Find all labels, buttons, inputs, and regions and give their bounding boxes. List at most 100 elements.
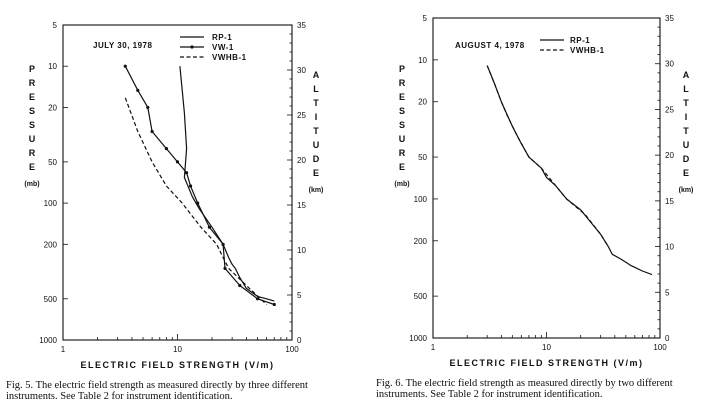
y-left-tick-label: 20 <box>418 98 427 107</box>
y-right-tick-label: 35 <box>665 14 674 23</box>
y-left-label-letter: S <box>29 120 35 130</box>
plot-frame <box>62 24 293 341</box>
y-right-label-letter: U <box>683 140 690 150</box>
y-left-tick-label: 100 <box>414 195 428 204</box>
y-right-tick-label: 35 <box>297 21 306 30</box>
y-left-label-letter: R <box>399 148 406 158</box>
data-point <box>272 302 276 307</box>
y-right-label-letter: I <box>315 112 318 122</box>
y-left-tick-label: 10 <box>48 62 57 71</box>
y-left-label-letter: S <box>29 106 35 116</box>
y-right-label-letter: T <box>683 126 689 136</box>
data-point <box>223 266 227 271</box>
legend-label: VWHB-1 <box>212 53 247 62</box>
data-point <box>255 297 260 301</box>
y-right-tick-label: 5 <box>665 288 670 297</box>
y-left-unit: (mb) <box>394 181 409 188</box>
figure-6-caption: Fig. 6. The electric field strength as m… <box>376 378 673 400</box>
data-point <box>207 225 212 229</box>
y-left-label-letter: S <box>399 106 405 116</box>
x-axis-label: ELECTRIC FIELD STRENGTH (V/m) <box>81 360 275 370</box>
y-left-tick-label: 20 <box>48 103 57 112</box>
y-right-tick-label: 25 <box>297 111 306 120</box>
y-left-tick-label: 10 <box>418 56 427 65</box>
y-left-label-letter: P <box>29 64 35 74</box>
y-left-label-letter: U <box>399 134 406 144</box>
y-right-tick-label: 10 <box>297 246 306 255</box>
y-left-tick-label: 500 <box>414 292 428 301</box>
y-left-label-letter: E <box>399 92 405 102</box>
legend-marker <box>190 45 194 49</box>
y-left-tick-label: 200 <box>44 240 58 249</box>
series-line <box>124 97 268 305</box>
y-right-tick-label: 30 <box>297 66 306 75</box>
y-right-tick-label: 5 <box>297 291 302 300</box>
x-tick-label: 100 <box>653 343 667 352</box>
data-point <box>221 242 225 246</box>
y-left-tick-label: 200 <box>414 237 428 246</box>
y-left-label-letter: R <box>29 148 36 158</box>
y-right-label-letter: E <box>683 168 689 178</box>
chart-1: 1 10 100 5 10 20 50 100 200 500 1000 0 5 10 15 20 25 30 35… <box>24 21 323 370</box>
series-line <box>486 65 609 247</box>
data-point <box>150 129 154 134</box>
y-left-tick-label: 1000 <box>409 334 427 343</box>
y-left-tick-label: 1000 <box>39 336 57 345</box>
y-left-tick-label: 50 <box>48 158 57 167</box>
y-right-label-letter: T <box>313 98 319 108</box>
y-left-label-letter: E <box>29 92 35 102</box>
y-right-label-letter: I <box>685 112 688 122</box>
data-point <box>164 147 169 151</box>
x-tick-label: 1 <box>431 343 436 352</box>
y-left-tick-label: 50 <box>418 153 427 162</box>
y-left-label-letter: E <box>399 162 405 172</box>
y-left-tick-label: 100 <box>44 199 58 208</box>
data-point <box>188 184 193 188</box>
y-right-tick-label: 20 <box>297 156 306 165</box>
x-axis-label: ELECTRIC FIELD STRENGTH (V/m) <box>450 358 644 368</box>
y-right-unit: (km) <box>679 187 694 194</box>
legend-label: VW-1 <box>212 43 234 52</box>
x-tick-label: 100 <box>285 345 299 354</box>
series-line <box>179 66 275 302</box>
y-right-label-letter: A <box>313 70 320 80</box>
legend-label: RP-1 <box>212 33 232 42</box>
y-right-label-letter: T <box>683 98 689 108</box>
data-point <box>123 64 127 68</box>
y-left-tick-label: 5 <box>423 14 428 23</box>
y-right-unit: (km) <box>309 187 324 194</box>
data-point <box>184 171 189 175</box>
date-label: AUGUST 4, 1978 <box>455 41 525 50</box>
y-right-label-letter: U <box>313 140 320 150</box>
data-point <box>136 88 140 92</box>
y-right-label-letter: T <box>313 126 319 136</box>
figure-5-caption: Fig. 5. The electric field strength as m… <box>6 380 308 402</box>
y-left-unit: (mb) <box>24 181 39 188</box>
y-right-label-letter: E <box>313 168 319 178</box>
y-left-tick-label: 500 <box>44 295 58 304</box>
x-tick-label: 10 <box>542 343 551 352</box>
series-line <box>486 65 653 276</box>
y-right-tick-label: 15 <box>665 197 674 206</box>
data-point <box>196 201 200 205</box>
y-right-tick-label: 0 <box>665 334 670 343</box>
y-left-label-letter: U <box>29 134 36 144</box>
legend-label: RP-1 <box>570 36 590 45</box>
y-left-label-letter: R <box>29 78 36 88</box>
x-tick-label: 1 <box>61 345 66 354</box>
y-left-label-letter: E <box>29 162 35 172</box>
data-point <box>175 160 180 164</box>
y-left-label-letter: S <box>399 120 405 130</box>
y-right-label-letter: L <box>313 84 319 94</box>
y-right-tick-label: 20 <box>665 151 674 160</box>
data-point <box>238 283 242 288</box>
x-tick-label: 10 <box>173 345 182 354</box>
y-right-label-letter: A <box>683 70 690 80</box>
y-left-label-letter: P <box>399 64 405 74</box>
chart-2: 1 10 100 5 10 20 50 100 200 500 1000 0 5 10 15 20 25 30 35… <box>394 14 693 368</box>
y-right-label-letter: D <box>313 154 320 164</box>
y-right-tick-label: 15 <box>297 201 306 210</box>
y-right-tick-label: 10 <box>665 243 674 252</box>
y-left-label-letter: R <box>399 78 406 88</box>
